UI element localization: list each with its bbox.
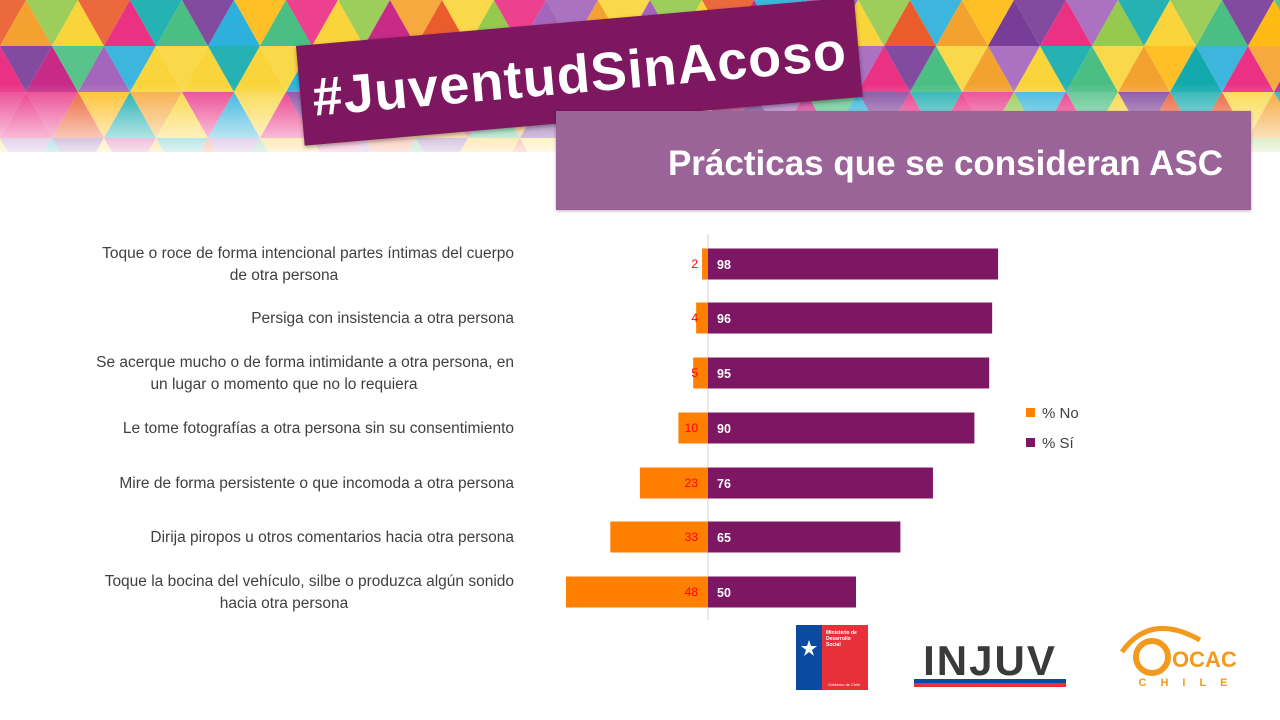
- data-label-si: 65: [717, 531, 731, 545]
- data-label-si: 50: [717, 586, 731, 600]
- bar-no: [610, 521, 708, 553]
- legend-swatch: [1026, 408, 1035, 417]
- bar-si: [708, 521, 901, 553]
- data-label-no: 48: [685, 585, 699, 599]
- legend-label: % Sí: [1042, 435, 1075, 452]
- bar-no: [702, 248, 708, 280]
- data-label-si: 96: [717, 312, 731, 326]
- bar-si: [708, 357, 990, 389]
- category-label: Dirija piropos u otros comentarios hacia…: [150, 529, 514, 546]
- category-label: Toque la bocina del vehículo, silbe o pr…: [105, 573, 514, 612]
- bar-no: [693, 357, 708, 389]
- category-label: Mire de forma persistente o que incomoda…: [119, 475, 514, 492]
- legend-swatch: [1026, 438, 1035, 447]
- data-label-no: 23: [685, 476, 699, 490]
- data-label-si: 76: [717, 477, 731, 491]
- bar-no: [678, 412, 708, 444]
- data-label-no: 33: [685, 530, 699, 544]
- category-label: Se acerque mucho o de forma intimidante …: [96, 354, 514, 393]
- data-label-si: 95: [717, 367, 731, 381]
- data-label-si: 90: [717, 422, 731, 436]
- data-label-no: 5: [691, 366, 698, 380]
- bar-si: [708, 302, 993, 334]
- data-label-si: 98: [717, 258, 731, 272]
- bar-si: [708, 467, 933, 499]
- subtitle-banner: Prácticas que se consideran ASC: [556, 111, 1251, 210]
- bar-si: [708, 412, 975, 444]
- bar-si: [708, 576, 856, 608]
- bar-no: [696, 302, 708, 334]
- slide-title: Prácticas que se consideran ASC: [667, 144, 1223, 183]
- bar-si: [708, 248, 999, 280]
- bar-no: [639, 467, 708, 499]
- data-label-no: 4: [691, 311, 698, 325]
- category-label: Persiga con insistencia a otra persona: [251, 310, 514, 327]
- category-label: Le tome fotografías a otra persona sin s…: [123, 420, 514, 437]
- data-label-no: 10: [685, 421, 699, 435]
- category-label: Toque o roce de forma intencional partes…: [102, 245, 514, 284]
- legend-label: % No: [1042, 405, 1079, 422]
- data-label-no: 2: [691, 257, 698, 271]
- bar-no: [565, 576, 708, 608]
